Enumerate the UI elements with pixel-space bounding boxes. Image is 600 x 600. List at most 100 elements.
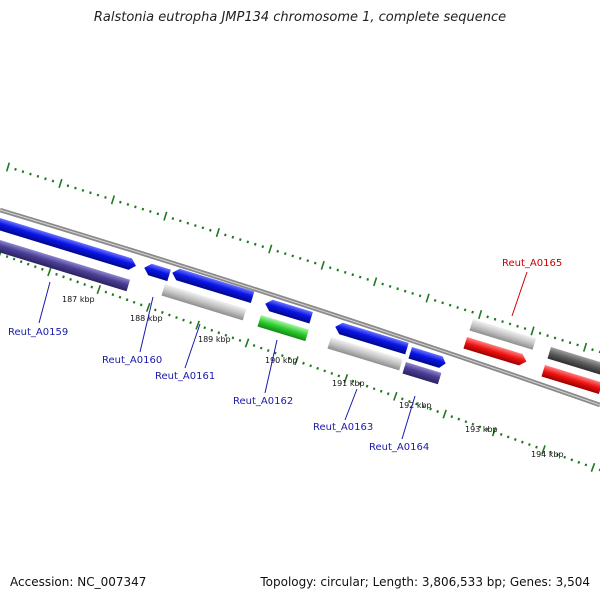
minor-tick (175, 316, 178, 320)
minor-tick (381, 282, 384, 286)
minor-tick (351, 379, 355, 383)
kbp-label: 193 kbp (465, 425, 498, 434)
minor-tick (546, 334, 549, 338)
minor-tick (14, 167, 17, 171)
minor-tick (336, 268, 340, 272)
chromosome-backbone-inner (0, 209, 600, 406)
accession-text: Accession: NC_007347 (10, 575, 147, 589)
minor-tick (316, 366, 320, 370)
minor-tick (26, 262, 30, 266)
minor-tick (396, 287, 399, 291)
minor-tick (29, 172, 32, 176)
minor-tick (238, 238, 242, 242)
minor-tick (520, 440, 524, 444)
leader-line (38, 281, 51, 324)
gene-label[interactable]: Reut_A0162 (233, 396, 293, 407)
summary-text: Topology: circular; Length: 3,806,533 bp… (260, 575, 590, 589)
minor-tick (132, 300, 136, 304)
gene-darkgrey[interactable] (547, 347, 600, 377)
minor-tick (171, 217, 175, 220)
minor-tick (238, 338, 242, 342)
minor-tick (576, 343, 579, 347)
minor-tick (189, 321, 192, 325)
minor-tick (276, 249, 280, 253)
kbp-label: 188 kbp (130, 314, 163, 323)
minor-tick (516, 324, 519, 328)
minor-tick (168, 313, 171, 317)
minor-tick (379, 389, 383, 393)
minor-tick (76, 280, 80, 284)
gene-Reut_A0164-reverse[interactable] (402, 362, 442, 385)
minor-tick (194, 224, 197, 227)
minor-tick (328, 266, 332, 270)
minor-tick (570, 458, 574, 462)
kbp-label: 189 kbp (198, 335, 231, 344)
map-title: Ralstonia eutropha JMP134 chromosome 1, … (93, 10, 507, 25)
minor-tick (535, 445, 538, 449)
minor-tick (584, 463, 588, 467)
minor-tick (288, 356, 291, 360)
minor-tick (280, 354, 284, 358)
minor-tick (523, 327, 527, 330)
minor-tick (499, 432, 503, 436)
minor-tick (283, 252, 287, 256)
minor-tick (508, 322, 512, 326)
gene-Reut_A0163-reverse[interactable] (327, 337, 403, 371)
gene-label[interactable]: Reut_A0159 (8, 327, 68, 338)
gene-Reut_A0159-reverse[interactable] (0, 240, 131, 292)
gene-arrow-small[interactable] (142, 262, 171, 282)
minor-tick (415, 402, 418, 406)
minor-tick (501, 320, 504, 323)
minor-tick (464, 420, 468, 424)
minor-tick (259, 346, 263, 350)
gene-label[interactable]: Reut_A0163 (313, 422, 373, 433)
minor-tick (246, 240, 250, 244)
gene-Reut_A0162-forward[interactable] (263, 298, 313, 324)
gene-label[interactable]: Reut_A0160 (102, 355, 162, 366)
minor-tick (62, 275, 65, 279)
minor-tick (36, 174, 40, 178)
minor-tick (556, 453, 560, 457)
minor-tick (403, 289, 407, 293)
leader-line (264, 339, 278, 394)
minor-tick (485, 427, 489, 431)
kbp-label: 191 kbp (332, 379, 365, 388)
gene-Reut_A0162-reverse[interactable] (257, 315, 309, 342)
major-tick (268, 244, 273, 254)
gene-label[interactable]: Reut_A0161 (155, 371, 215, 382)
minor-tick (111, 293, 115, 297)
gene-red-right[interactable] (541, 365, 600, 395)
major-tick (96, 285, 102, 295)
gene-label[interactable]: Reut_A0164 (369, 442, 429, 453)
minor-tick (411, 292, 414, 295)
minor-tick (266, 349, 270, 353)
minor-tick (33, 265, 37, 269)
minor-tick (261, 245, 265, 249)
major-tick (541, 445, 546, 455)
minor-tick (69, 277, 72, 281)
minor-tick (372, 387, 376, 391)
major-tick (442, 409, 447, 419)
minor-tick (506, 435, 510, 439)
gene-Reut_A0164-forward[interactable] (408, 347, 447, 369)
gene-label[interactable]: Reut_A0165 (502, 258, 562, 269)
gene-Reut_A0165-red[interactable] (463, 337, 528, 367)
gene-Reut_A0161-forward[interactable] (170, 267, 255, 304)
minor-tick (568, 341, 572, 345)
minor-tick (44, 177, 47, 181)
gene-Reut_A0161-reverse[interactable] (161, 284, 247, 321)
minor-tick (358, 382, 362, 386)
minor-tick (149, 210, 152, 213)
major-tick (491, 427, 497, 437)
minor-tick (343, 270, 347, 274)
major-tick (393, 391, 398, 401)
minor-tick (471, 310, 474, 314)
gene-Reut_A0163-forward[interactable] (333, 321, 409, 355)
kbp-label: 190 kbp (265, 356, 298, 365)
minor-tick (104, 290, 108, 294)
outer-tick-ring (5, 162, 600, 354)
minor-tick (231, 336, 235, 340)
gene-Reut_A0165-grey[interactable] (469, 319, 537, 350)
gene-Reut_A0159-forward[interactable] (0, 218, 138, 272)
